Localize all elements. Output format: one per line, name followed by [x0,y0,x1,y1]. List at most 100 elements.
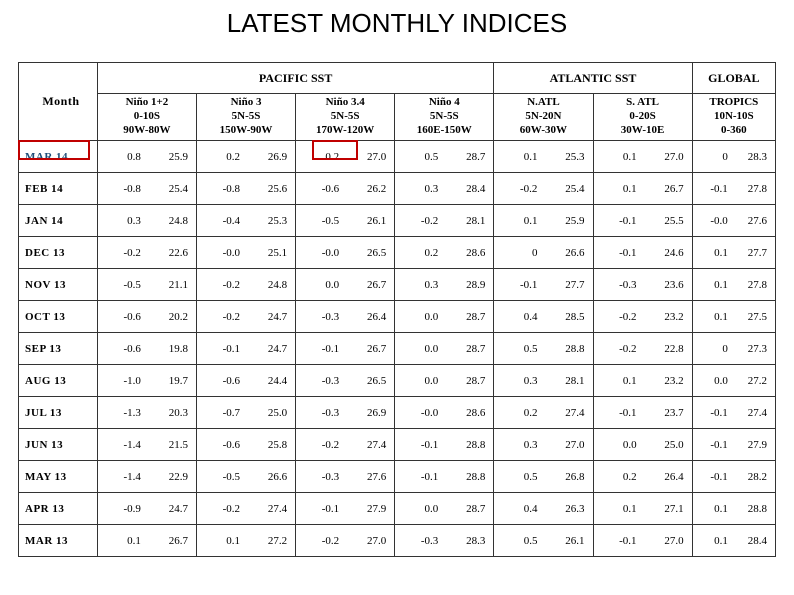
table-row: MAY 13-1.422.9-0.526.6-0.327.6-0.128.80.… [19,461,776,493]
anomaly-value: -0.1 [399,471,444,483]
absolute-value: 26.7 [345,343,390,355]
region-lon: 170W-120W [296,124,394,138]
absolute-value: 26.7 [643,183,688,195]
absolute-value: 25.8 [246,439,291,451]
anomaly-value: 0.1 [201,535,246,547]
data-cell: -0.028.6 [395,397,494,429]
absolute-value: 26.5 [345,375,390,387]
region-lat: 5N-5S [395,110,493,124]
data-cell: 0.025.0 [593,429,692,461]
anomaly-value: 0.0 [598,439,643,451]
anomaly-value: 0.4 [498,503,543,515]
data-cell: -0.526.6 [196,461,295,493]
absolute-value: 26.1 [543,535,588,547]
absolute-value: 27.0 [345,535,390,547]
absolute-value: 26.4 [643,471,688,483]
data-cell: 0.128.8 [692,493,775,525]
data-cell: 0.028.7 [395,333,494,365]
absolute-value: 26.7 [147,535,192,547]
table-row: NOV 13-0.521.1-0.224.80.026.70.328.9-0.1… [19,269,776,301]
region-name: N.ATL [494,96,592,110]
col-header-satl: S. ATL0-20S30W-10E [593,94,692,141]
region-lon: 160E-150W [395,124,493,138]
data-cell: -0.127.8 [692,173,775,205]
anomaly-value: -0.2 [201,503,246,515]
data-cell: -0.326.4 [296,301,395,333]
data-cell: 0.028.7 [395,493,494,525]
anomaly-value: -1.0 [102,375,147,387]
absolute-value: 25.1 [246,247,291,259]
region-lat: 5N-20N [494,110,592,124]
data-cell: 0.328.9 [395,269,494,301]
absolute-value: 25.0 [246,407,291,419]
absolute-value: 27.2 [734,375,771,387]
absolute-value: 28.3 [444,535,489,547]
region-lon: 30W-10E [594,124,692,138]
absolute-value: 28.1 [543,375,588,387]
data-cell: 0.227.4 [494,397,593,429]
anomaly-value: -0.7 [201,407,246,419]
row-month-label: JUL 13 [19,397,98,429]
absolute-value: 28.8 [734,503,771,515]
absolute-value: 28.7 [444,151,489,163]
data-cell: -0.026.5 [296,237,395,269]
absolute-value: 26.3 [543,503,588,515]
absolute-value: 28.8 [543,343,588,355]
absolute-value: 27.9 [734,439,771,451]
region-name: Niño 3.4 [296,96,394,110]
absolute-value: 28.6 [444,407,489,419]
anomaly-value: 0.3 [498,375,543,387]
anomaly-value: -1.4 [102,471,147,483]
row-month-label: SEP 13 [19,333,98,365]
col-group-global: GLOBAL [692,63,775,94]
absolute-value: 28.7 [444,375,489,387]
data-cell: -0.326.5 [296,365,395,397]
absolute-value: 26.5 [345,247,390,259]
data-cell: 0.123.2 [593,365,692,397]
region-lon: 60W-30W [494,124,592,138]
absolute-value: 28.8 [444,439,489,451]
anomaly-value: -0.3 [300,407,345,419]
absolute-value: 27.0 [345,151,390,163]
anomaly-value: -0.1 [598,407,643,419]
anomaly-value: 0.1 [498,215,543,227]
anomaly-value: -0.0 [697,215,734,227]
data-cell: -0.521.1 [97,269,196,301]
absolute-value: 26.9 [246,151,291,163]
absolute-value: 26.6 [543,247,588,259]
table-row: SEP 13-0.619.8-0.124.7-0.126.70.028.70.5… [19,333,776,365]
data-cell: 0.426.3 [494,493,593,525]
data-cell: 0.327.0 [494,429,593,461]
absolute-value: 27.6 [345,471,390,483]
anomaly-value: 0.0 [697,375,734,387]
data-cell: 0.127.1 [593,493,692,525]
col-header-natl: N.ATL5N-20N60W-30W [494,94,593,141]
data-cell: -0.126.7 [296,333,395,365]
region-name: Niño 1+2 [98,96,196,110]
col-header-nino3: Niño 35N-5S150W-90W [196,94,295,141]
anomaly-value: -0.1 [498,279,543,291]
data-cell: 0.226.4 [593,461,692,493]
anomaly-value: -0.5 [201,471,246,483]
header-group-row: Month PACIFIC SST ATLANTIC SST GLOBAL [19,63,776,94]
data-cell: 0.127.0 [593,141,692,173]
data-cell: 0.127.8 [692,269,775,301]
data-cell: -0.626.2 [296,173,395,205]
data-cell: -0.127.7 [494,269,593,301]
absolute-value: 24.8 [246,279,291,291]
data-cell: -0.224.8 [196,269,295,301]
absolute-value: 27.8 [734,183,771,195]
absolute-value: 25.0 [643,439,688,451]
absolute-value: 27.4 [734,407,771,419]
absolute-value: 20.3 [147,407,192,419]
data-cell: 0.528.8 [494,333,593,365]
absolute-value: 19.7 [147,375,192,387]
row-month-label: JUN 13 [19,429,98,461]
data-cell: -0.127.4 [692,397,775,429]
anomaly-value: -0.0 [201,247,246,259]
region-lat: 5N-5S [197,110,295,124]
data-cell: -0.124.6 [593,237,692,269]
anomaly-value: 0.0 [399,375,444,387]
data-cell: -1.421.5 [97,429,196,461]
anomaly-value: -0.6 [201,375,246,387]
